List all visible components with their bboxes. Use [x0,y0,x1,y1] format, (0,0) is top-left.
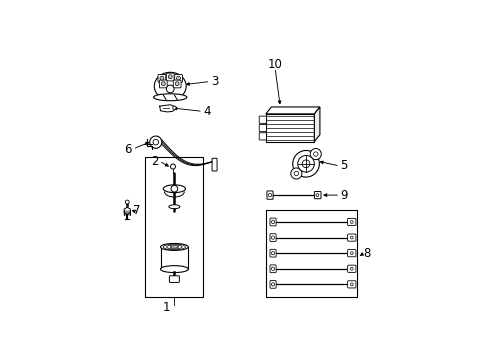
FancyBboxPatch shape [166,73,174,81]
Text: 10: 10 [267,58,282,71]
Ellipse shape [163,185,185,193]
FancyBboxPatch shape [269,249,276,257]
Circle shape [350,283,352,286]
FancyBboxPatch shape [314,192,320,199]
Circle shape [170,164,175,169]
FancyBboxPatch shape [347,265,355,273]
Circle shape [293,171,298,176]
Circle shape [271,252,274,255]
Text: 3: 3 [211,75,218,88]
FancyBboxPatch shape [259,116,266,123]
Circle shape [271,220,274,224]
Text: 2: 2 [151,154,159,167]
Circle shape [350,221,352,223]
Circle shape [290,168,301,179]
FancyBboxPatch shape [159,80,167,88]
Text: 6: 6 [124,143,132,156]
Circle shape [271,236,274,239]
Circle shape [350,267,352,270]
FancyBboxPatch shape [174,75,182,82]
Text: 8: 8 [362,247,369,260]
Circle shape [166,85,174,93]
FancyBboxPatch shape [259,133,266,140]
Circle shape [149,136,162,148]
Circle shape [153,139,158,145]
Ellipse shape [154,72,186,100]
Ellipse shape [168,205,180,209]
FancyBboxPatch shape [269,218,276,226]
Ellipse shape [153,94,186,101]
Circle shape [171,185,177,192]
Circle shape [176,76,180,80]
Text: 1: 1 [162,301,169,314]
Bar [145,157,203,297]
Circle shape [271,283,274,286]
Circle shape [125,200,129,204]
FancyBboxPatch shape [259,125,266,132]
FancyBboxPatch shape [269,280,276,288]
Circle shape [161,82,165,86]
Circle shape [309,149,321,159]
Polygon shape [160,105,175,112]
Circle shape [313,152,317,156]
FancyBboxPatch shape [212,158,217,171]
Circle shape [172,106,176,109]
Polygon shape [265,114,314,141]
Circle shape [168,75,172,79]
FancyBboxPatch shape [173,80,181,88]
FancyBboxPatch shape [347,234,355,241]
FancyBboxPatch shape [347,281,355,288]
FancyBboxPatch shape [269,234,276,242]
Polygon shape [265,107,319,114]
Polygon shape [314,107,319,141]
FancyBboxPatch shape [169,276,179,283]
Circle shape [350,236,352,239]
Circle shape [292,150,319,177]
Circle shape [160,76,163,80]
Circle shape [268,193,271,197]
Circle shape [350,252,352,255]
Text: 5: 5 [340,159,347,172]
Circle shape [315,194,318,197]
Circle shape [302,160,309,168]
FancyBboxPatch shape [269,265,276,273]
Circle shape [175,82,179,86]
Polygon shape [124,207,130,215]
FancyBboxPatch shape [158,75,165,82]
Text: 7: 7 [133,204,141,217]
Circle shape [271,267,274,270]
Bar [265,210,357,297]
Text: 9: 9 [340,189,347,202]
FancyBboxPatch shape [266,191,272,199]
Circle shape [297,156,314,172]
Text: 4: 4 [203,105,210,118]
Ellipse shape [160,243,188,251]
FancyBboxPatch shape [347,249,355,257]
FancyBboxPatch shape [347,219,355,226]
Ellipse shape [160,266,188,273]
